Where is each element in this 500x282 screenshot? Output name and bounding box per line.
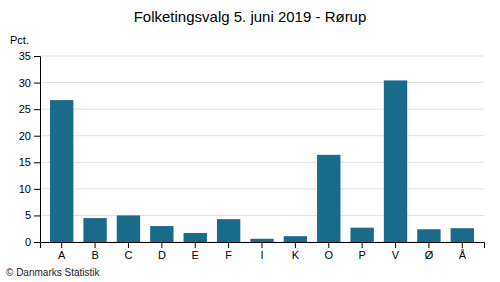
grid-line: [40, 109, 484, 110]
x-tick-mark: [328, 242, 329, 248]
x-tick-label: Ø: [425, 249, 434, 261]
bar: [417, 229, 440, 242]
y-tick-label: 25: [19, 103, 31, 115]
y-tick-mark: [34, 215, 40, 216]
x-tick-label: D: [158, 249, 166, 261]
y-tick-label: 20: [19, 130, 31, 142]
y-tick: 10: [19, 183, 40, 195]
grid: [40, 56, 484, 242]
y-tick: 35: [19, 50, 40, 62]
x-tick-mark: [462, 242, 463, 248]
bar: [451, 228, 474, 242]
x-tick-label: A: [58, 249, 66, 261]
y-tick-label: 30: [19, 77, 31, 89]
x-tick-mark: [61, 242, 62, 248]
y-axis-line: [34, 57, 41, 243]
bar: [184, 233, 207, 242]
y-tick-mark: [34, 162, 40, 163]
x-tick-label: K: [292, 249, 300, 261]
x-tick-label: O: [324, 249, 333, 261]
y-tick-label: 0: [25, 236, 31, 248]
footer: © Danmarks Statistik: [6, 267, 101, 278]
grid-line: [40, 162, 484, 163]
x-tick-mark: [128, 242, 129, 248]
x-tick-label: B: [91, 249, 98, 261]
y-tick: 25: [19, 103, 40, 115]
x-tick: C: [124, 242, 132, 261]
y-axis-label: Pct.: [10, 34, 29, 46]
x-tick-mark: [95, 242, 96, 248]
y-tick-label: 5: [25, 209, 31, 221]
bar: [217, 219, 240, 242]
x-tick-mark: [428, 242, 429, 248]
x-tick-label: E: [192, 249, 199, 261]
y-tick: 15: [19, 156, 40, 168]
y-tick: 5: [25, 209, 40, 221]
bar: [350, 228, 373, 242]
x-tick: V: [392, 242, 400, 261]
grid-line: [40, 56, 484, 57]
x-tick-mark: [195, 242, 196, 248]
grid-line: [40, 188, 484, 189]
bars: [50, 80, 474, 242]
y-tick: 0: [25, 236, 40, 248]
x-tick-label: Å: [459, 249, 467, 261]
x-tick: Å: [459, 242, 467, 261]
grid-line: [40, 215, 484, 216]
title: Folketingsvalg 5. juni 2019 - Rørup: [134, 8, 367, 25]
x-tick: K: [292, 242, 300, 261]
y-tick-mark: [34, 56, 40, 57]
x-tick-label: I: [260, 249, 263, 261]
bar: [117, 215, 140, 242]
y-tick-mark: [34, 242, 40, 243]
x-tick: B: [91, 242, 98, 261]
bar: [83, 218, 106, 242]
x-tick-label: F: [225, 249, 232, 261]
x-tick-mark: [295, 242, 296, 248]
x-tick-mark: [362, 242, 363, 248]
plot: 0 5 10 15 20 25 30 35 A B C D E F I K O P V Ø Å: [19, 50, 485, 261]
x-tick: I: [260, 242, 263, 261]
chart: Folketingsvalg 5. juni 2019 - Rørup 0 5 10 1…: [0, 0, 500, 282]
x-tick: A: [58, 242, 66, 261]
y-tick-label: 35: [19, 50, 31, 62]
bar: [317, 155, 340, 242]
bar: [50, 100, 73, 242]
x-tick-label: V: [392, 249, 400, 261]
y-tick-label: 10: [19, 183, 31, 195]
x-tick: O: [324, 242, 333, 261]
grid-line: [40, 135, 484, 136]
x-tick-label: P: [358, 249, 365, 261]
x-tick: E: [192, 242, 199, 261]
y-tick: 30: [19, 77, 40, 89]
x-tick: Ø: [425, 242, 434, 261]
x-tick-mark: [161, 242, 162, 248]
x-axis: ABCDEFIKOPVØÅ: [41, 242, 485, 261]
grid-line: [40, 82, 484, 83]
bar: [250, 239, 273, 242]
x-tick: D: [158, 242, 166, 261]
y-axis: 0 5 10 15 20 25 30 35: [19, 50, 41, 248]
x-tick-mark: [395, 242, 396, 248]
y-tick-label: 15: [19, 156, 31, 168]
y-tick-mark: [34, 83, 40, 84]
bar: [384, 80, 407, 242]
y-tick: 20: [19, 130, 40, 142]
y-tick-mark: [34, 109, 40, 110]
bar: [150, 226, 173, 242]
x-axis-line: [41, 243, 485, 249]
y-tick-mark: [34, 189, 40, 190]
y-tick-mark: [34, 136, 40, 137]
x-tick-label: C: [124, 249, 132, 261]
x-tick-mark: [228, 242, 229, 248]
bar: [284, 236, 307, 242]
x-tick: P: [358, 242, 365, 261]
x-tick-mark: [262, 242, 263, 248]
x-tick: F: [225, 242, 232, 261]
